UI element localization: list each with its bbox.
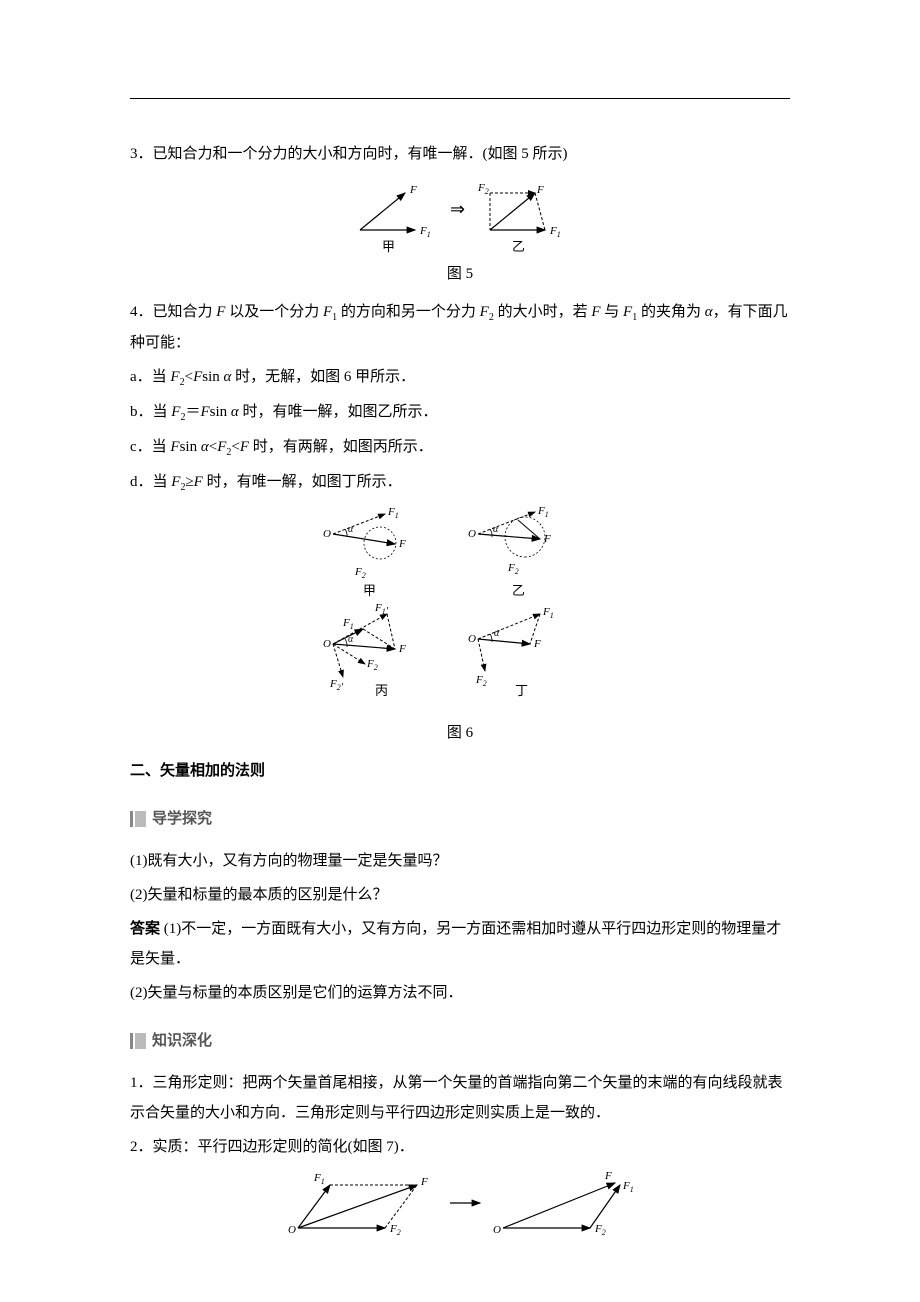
figure-5-caption: 图 5 (130, 259, 790, 289)
svg-text:F2: F2 (507, 562, 519, 576)
svg-text:⇒: ⇒ (450, 199, 465, 219)
item-4-case-d: d．当 F2≥F 时，有唯一解，如图丁所示． (130, 467, 790, 498)
explore-heading-text: 导学探究 (152, 804, 212, 834)
svg-text:F1: F1 (387, 506, 399, 520)
svg-text:F: F (604, 1170, 612, 1182)
svg-text:O: O (323, 638, 331, 650)
explore-answer-1: 答案 (1)不一定，一方面既有大小，又有方向，另一方面还需相加时遵从平行四边形定… (130, 914, 790, 974)
svg-text:F2: F2 (389, 1223, 401, 1237)
figure-6-diagram: O F1 α F F2 甲 O F1 α F (130, 504, 790, 714)
figure-7-diagram: O F1 F2 F O F2 F1 F (130, 1168, 790, 1248)
deepen-heading-text: 知识深化 (152, 1026, 212, 1056)
svg-text:F: F (398, 538, 406, 550)
flag-icon (130, 811, 146, 827)
svg-text:F1: F1 (342, 617, 354, 631)
svg-text:F: F (533, 638, 541, 650)
svg-text:F2: F2 (366, 658, 378, 672)
svg-text:O: O (468, 528, 476, 540)
svg-text:丙: 丙 (375, 683, 388, 698)
item-3-text: 3．已知合力和一个分力的大小和方向时，有唯一解．(如图 5 所示) (130, 139, 790, 169)
svg-text:O: O (323, 528, 331, 540)
item-4-case-c: c．当 Fsin α<F2<F 时，有两解，如图丙所示． (130, 432, 790, 463)
explore-q1: (1)既有大小，又有方向的物理量一定是矢量吗？ (130, 846, 790, 876)
figure-6-caption: 图 6 (130, 718, 790, 748)
svg-text:F: F (536, 184, 544, 196)
svg-text:F1: F1 (622, 1180, 634, 1194)
svg-text:乙: 乙 (512, 239, 525, 254)
svg-text:O: O (468, 633, 476, 645)
svg-text:F1: F1 (537, 505, 549, 519)
svg-text:F2: F2 (475, 674, 487, 688)
svg-text:F1: F1 (549, 225, 561, 239)
svg-text:α: α (348, 524, 354, 535)
top-rule (130, 98, 790, 99)
explore-q2: (2)矢量和标量的最本质的区别是什么？ (130, 880, 790, 910)
explore-answer-2: (2)矢量与标量的本质区别是它们的运算方法不同． (130, 978, 790, 1008)
svg-text:α: α (494, 628, 500, 639)
answer-label: 答案 (130, 920, 160, 937)
explore-heading: 导学探究 (130, 804, 790, 834)
item-4-case-b: b．当 F2＝Fsin α 时，有唯一解，如图乙所示． (130, 397, 790, 428)
svg-text:F1': F1' (374, 602, 389, 617)
deepen-p2: 2．实质：平行四边形定则的简化(如图 7)． (130, 1132, 790, 1162)
svg-text:F: F (398, 643, 406, 655)
item-4-lead: 4．已知合力 F 以及一个分力 F1 的方向和另一个分力 F2 的大小时，若 F… (130, 297, 790, 358)
svg-text:F: F (420, 1176, 428, 1188)
page-content: 3．已知合力和一个分力的大小和方向时，有唯一解．(如图 5 所示) F F1 甲… (0, 0, 920, 1272)
svg-text:F2: F2 (354, 566, 366, 580)
svg-text:F2: F2 (594, 1223, 606, 1237)
deepen-heading: 知识深化 (130, 1026, 790, 1056)
svg-text:F2: F2 (477, 182, 489, 196)
svg-text:甲: 甲 (382, 239, 395, 254)
deepen-p1: 1．三角形定则：把两个矢量首尾相接，从第一个矢量的首端指向第二个矢量的末端的有向… (130, 1068, 790, 1128)
svg-text:O: O (493, 1224, 501, 1236)
answer-1-text: (1)不一定，一方面既有大小，又有方向，另一方面还需相加时遵从平行四边形定则的物… (130, 921, 781, 967)
svg-text:F: F (409, 184, 417, 196)
svg-text:甲: 甲 (363, 583, 376, 598)
svg-text:F2': F2' (329, 678, 344, 693)
svg-text:F1: F1 (542, 606, 554, 620)
svg-text:丁: 丁 (515, 683, 528, 698)
svg-text:α: α (348, 634, 354, 645)
flag-icon (130, 1033, 146, 1049)
svg-text:O: O (288, 1224, 296, 1236)
svg-text:α: α (493, 524, 499, 535)
svg-text:F1: F1 (313, 1172, 325, 1186)
section-2-title: 二、矢量相加的法则 (130, 756, 790, 786)
svg-text:F1: F1 (419, 225, 431, 239)
figure-5-diagram: F F1 甲 ⇒ F2 F F1 乙 (130, 175, 790, 255)
svg-text:乙: 乙 (512, 583, 525, 598)
item-4-case-a: a．当 F2<Fsin α 时，无解，如图 6 甲所示． (130, 362, 790, 393)
